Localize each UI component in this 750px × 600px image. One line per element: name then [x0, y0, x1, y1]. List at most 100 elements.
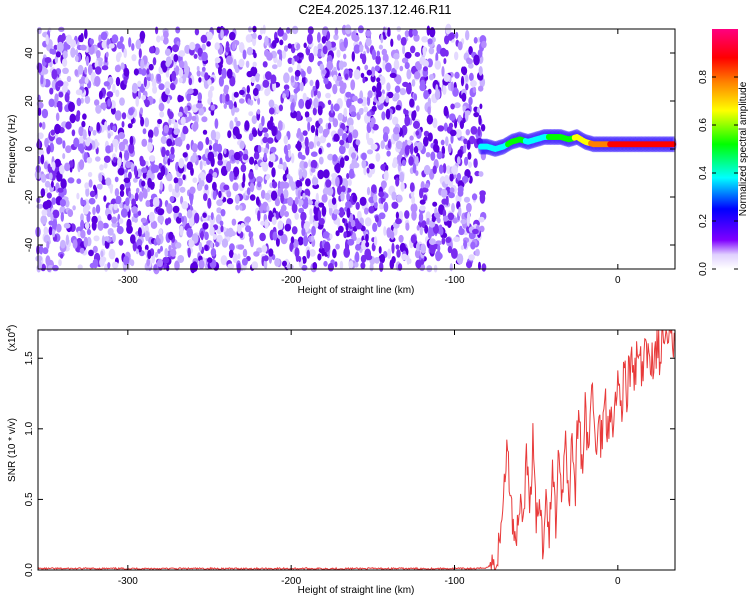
- spectrogram-noise-cell: [443, 105, 449, 117]
- spectrogram-noise-cell: [98, 90, 103, 100]
- spectrogram-noise-cell: [87, 64, 93, 76]
- spectrogram-noise-cell: [432, 165, 437, 174]
- spectrogram-noise-cell: [332, 74, 337, 82]
- spectrogram-noise-cell: [333, 209, 340, 215]
- spectrogram-noise-cell: [147, 169, 152, 178]
- spectrogram-noise-cell: [443, 73, 451, 82]
- spectrogram-noise-cell: [427, 97, 432, 107]
- spectrogram-noise-cell: [312, 262, 318, 270]
- spectrogram-noise-cell: [460, 245, 464, 251]
- spectrogram-noise-cell: [334, 261, 338, 268]
- spectrogram-noise-cell: [207, 78, 212, 86]
- spectrogram-noise-cell: [126, 225, 133, 234]
- spectrogram-noise-cell: [409, 182, 415, 193]
- spectrogram-noise-cell: [268, 248, 274, 257]
- spectrogram-noise-cell: [335, 243, 340, 250]
- spectrogram-noise-cell: [434, 212, 441, 219]
- spectrogram-noise-cell: [65, 145, 72, 154]
- spectrogram-noise-cell: [114, 64, 121, 73]
- spectrogram-noise-cell: [296, 43, 301, 50]
- spectrogram-noise-cell: [304, 136, 309, 148]
- spectrogram-noise-cell: [395, 177, 400, 187]
- spectrogram-noise-cell: [197, 107, 205, 116]
- spectrogram-noise-cell: [294, 247, 300, 258]
- snr-panel: -300 -200 -100 0 0.0 0.5 1.0 1.5 Height of str…: [6, 325, 676, 596]
- spectrogram-noise-cell: [352, 194, 358, 203]
- spectrogram-noise-cell: [430, 151, 436, 161]
- spectrogram-noise-cell: [423, 66, 428, 72]
- spectrogram-noise-cell: [467, 151, 472, 160]
- spectrogram-noise-cell: [220, 225, 224, 233]
- spectrogram-noise-cell: [170, 248, 177, 257]
- spectrogram-noise-cell: [257, 97, 261, 105]
- snr-y-tick-label: 0.0: [24, 563, 35, 577]
- spectrogram-noise-cell: [353, 69, 361, 80]
- spectrogram-noise-cell: [321, 36, 327, 44]
- spectrogram-noise-cell: [172, 44, 179, 53]
- spectrogram-noise-cell: [125, 197, 130, 207]
- spectrogram-noise-cell: [283, 84, 290, 90]
- spectrogram-noise-cell: [414, 71, 421, 80]
- spectrogram-noise-cell: [298, 207, 304, 214]
- spectrogram-noise-cell: [438, 164, 444, 174]
- spectrogram-y-tick-label: -20: [24, 189, 35, 204]
- snr-plot-area: [38, 330, 675, 570]
- spectrogram-noise-cell: [110, 143, 114, 153]
- spectrogram-noise-cell: [405, 222, 410, 231]
- spectrogram-noise-cell: [423, 130, 430, 137]
- spectrogram-noise-cell: [53, 44, 58, 51]
- spectrogram-noise-cell: [468, 161, 472, 168]
- spectrogram-noise-cell: [178, 68, 184, 77]
- spectrogram-noise-cell: [167, 158, 171, 166]
- spectrogram-noise-cell: [304, 111, 310, 118]
- spectrogram-noise-cell: [441, 145, 446, 156]
- spectrogram-noise-cell: [444, 49, 449, 57]
- spectrogram-noise-cell: [234, 116, 238, 123]
- spectrogram-noise-cell: [134, 192, 139, 202]
- spectrogram-noise-cell: [157, 208, 165, 216]
- spectrogram-noise-cell: [317, 43, 323, 52]
- spectrogram-noise-cell: [287, 143, 291, 151]
- spectrogram-noise-cell: [355, 244, 361, 251]
- spectrogram-noise-cell: [369, 121, 374, 128]
- spectrogram-noise-cell: [229, 31, 236, 41]
- spectrogram-noise-cell: [371, 49, 377, 61]
- spectrogram-noise-cell: [116, 41, 124, 50]
- spectrogram-noise-cell: [164, 167, 168, 176]
- spectrogram-noise-cell: [298, 169, 303, 180]
- spectrogram-noise-cell: [231, 218, 237, 226]
- spectrogram-noise-cell: [306, 116, 313, 123]
- spectrogram-noise-cell: [371, 85, 377, 93]
- spectrogram-noise-cell: [74, 69, 79, 77]
- spectrogram-noise-cell: [150, 164, 157, 174]
- spectrogram-noise-cell: [266, 205, 270, 213]
- spectrogram-noise-cell: [406, 116, 410, 126]
- spectrogram-noise-cell: [177, 95, 184, 102]
- spectrogram-noise-cell: [114, 176, 119, 183]
- spectrogram-noise-cell: [219, 182, 227, 193]
- spectrogram-noise-cell: [94, 99, 100, 106]
- spectrogram-noise-cell: [257, 181, 262, 188]
- spectrogram-noise-cell: [52, 219, 57, 230]
- spectrogram-noise-cell: [168, 231, 174, 241]
- spectrogram-noise-cell: [383, 170, 389, 181]
- spectrogram-noise-cell: [205, 136, 210, 146]
- spectrogram-noise-cell: [328, 116, 333, 123]
- spectrogram-noise-cell: [51, 161, 56, 171]
- spectrogram-noise-cell: [404, 109, 409, 116]
- spectrogram-noise-cell: [385, 96, 390, 103]
- spectrogram-noise-cell: [210, 129, 217, 141]
- spectrogram-noise-cell: [162, 36, 169, 45]
- spectrogram-noise-cell: [91, 215, 98, 224]
- spectrogram-noise-cell: [165, 60, 171, 67]
- spectrogram-noise-cell: [157, 172, 164, 181]
- spectrogram-noise-cell: [308, 141, 314, 150]
- spectrogram-noise-cell: [285, 88, 290, 98]
- spectrogram-noise-cell: [310, 89, 314, 98]
- spectrogram-noise-cell: [335, 162, 341, 174]
- spectrogram-noise-cell: [63, 187, 67, 196]
- spectrogram-noise-cell: [350, 79, 356, 91]
- spectrogram-noise-cell: [69, 113, 76, 124]
- spectrogram-noise-cell: [465, 74, 469, 83]
- spectrogram-noise-cell: [458, 228, 465, 236]
